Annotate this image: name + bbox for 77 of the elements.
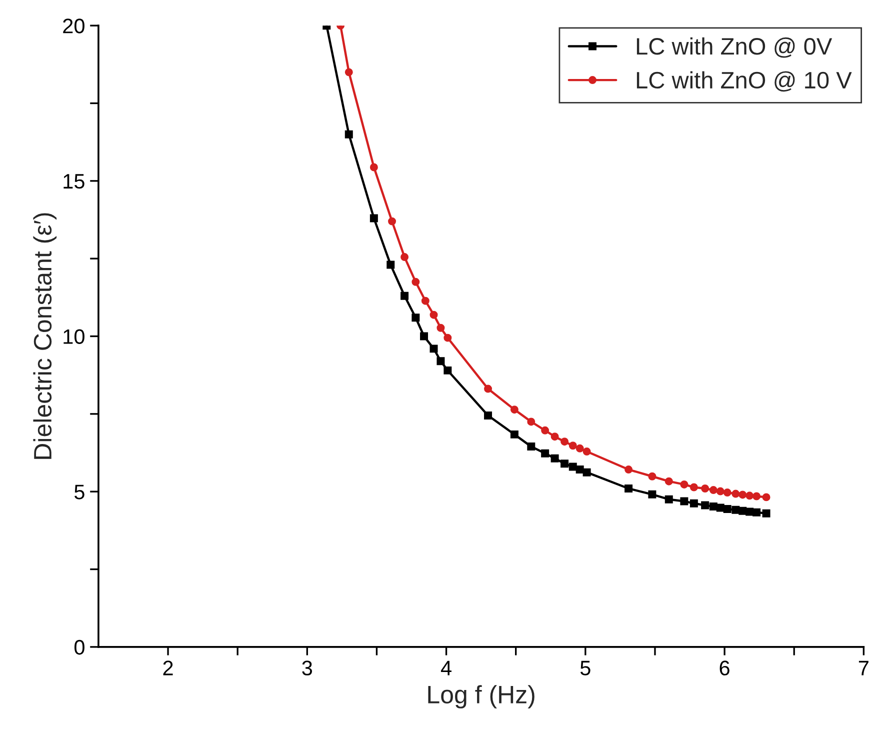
point <box>752 508 761 516</box>
point <box>560 460 569 468</box>
legend-label: LC with ZnO @ 0V <box>636 37 832 58</box>
point <box>680 480 688 488</box>
point <box>648 490 656 498</box>
y-axis-title: Dielectric Constant (ε′) <box>33 213 57 459</box>
point <box>370 163 378 172</box>
point <box>430 310 438 319</box>
x-tick-label: 4 <box>440 660 452 676</box>
x-tick-label: 6 <box>720 660 730 676</box>
point <box>762 509 770 518</box>
point <box>484 384 492 393</box>
point <box>701 484 710 492</box>
point <box>746 508 754 516</box>
point <box>344 130 353 138</box>
point <box>430 344 438 353</box>
point <box>582 468 591 476</box>
point <box>746 492 754 500</box>
y-tick-label: 10 <box>64 329 84 344</box>
point <box>624 484 633 492</box>
point <box>412 314 420 322</box>
point <box>664 477 673 486</box>
point <box>420 332 428 340</box>
point <box>444 334 452 342</box>
point <box>762 493 770 502</box>
y-tick-label: 5 <box>74 484 84 500</box>
point <box>510 406 518 414</box>
point <box>370 214 378 222</box>
point <box>576 444 584 452</box>
point <box>344 68 353 76</box>
point <box>560 438 569 446</box>
x-tick-label: 3 <box>302 660 312 676</box>
point <box>752 492 761 500</box>
point <box>664 495 673 504</box>
point <box>648 472 656 480</box>
x-tick-label: 5 <box>580 660 590 676</box>
point <box>527 418 536 426</box>
point <box>709 502 718 510</box>
point <box>723 505 732 513</box>
point <box>738 490 747 499</box>
x-tick-label: 2 <box>163 660 173 676</box>
point <box>550 432 559 441</box>
point <box>527 442 536 451</box>
point <box>550 454 559 462</box>
point <box>436 324 445 332</box>
point <box>709 486 718 494</box>
point <box>541 426 550 434</box>
legend-label: LC with ZnO @ 10 V <box>636 71 852 92</box>
point <box>716 487 724 496</box>
point <box>484 411 492 420</box>
point <box>582 448 591 456</box>
point <box>541 449 550 458</box>
point <box>568 442 577 450</box>
point <box>738 506 747 515</box>
point <box>680 497 688 506</box>
x-tick-label: 7 <box>858 660 868 676</box>
point <box>412 278 420 286</box>
y-tick-label: 15 <box>64 174 84 189</box>
point <box>400 253 409 262</box>
point <box>400 292 409 300</box>
point <box>421 296 430 305</box>
point <box>444 366 452 374</box>
point <box>732 506 740 514</box>
y-tick-label: 20 <box>63 18 84 34</box>
point <box>510 430 518 438</box>
point <box>388 217 396 226</box>
point <box>690 483 698 492</box>
point <box>386 260 395 269</box>
point <box>624 466 633 474</box>
y-tick-label: 0 <box>74 640 84 655</box>
point <box>732 490 740 498</box>
point <box>723 488 732 497</box>
point <box>576 466 584 474</box>
point <box>701 501 710 510</box>
point <box>690 499 698 508</box>
point <box>436 357 445 366</box>
x-axis-title: Log f (Hz) <box>428 685 534 708</box>
